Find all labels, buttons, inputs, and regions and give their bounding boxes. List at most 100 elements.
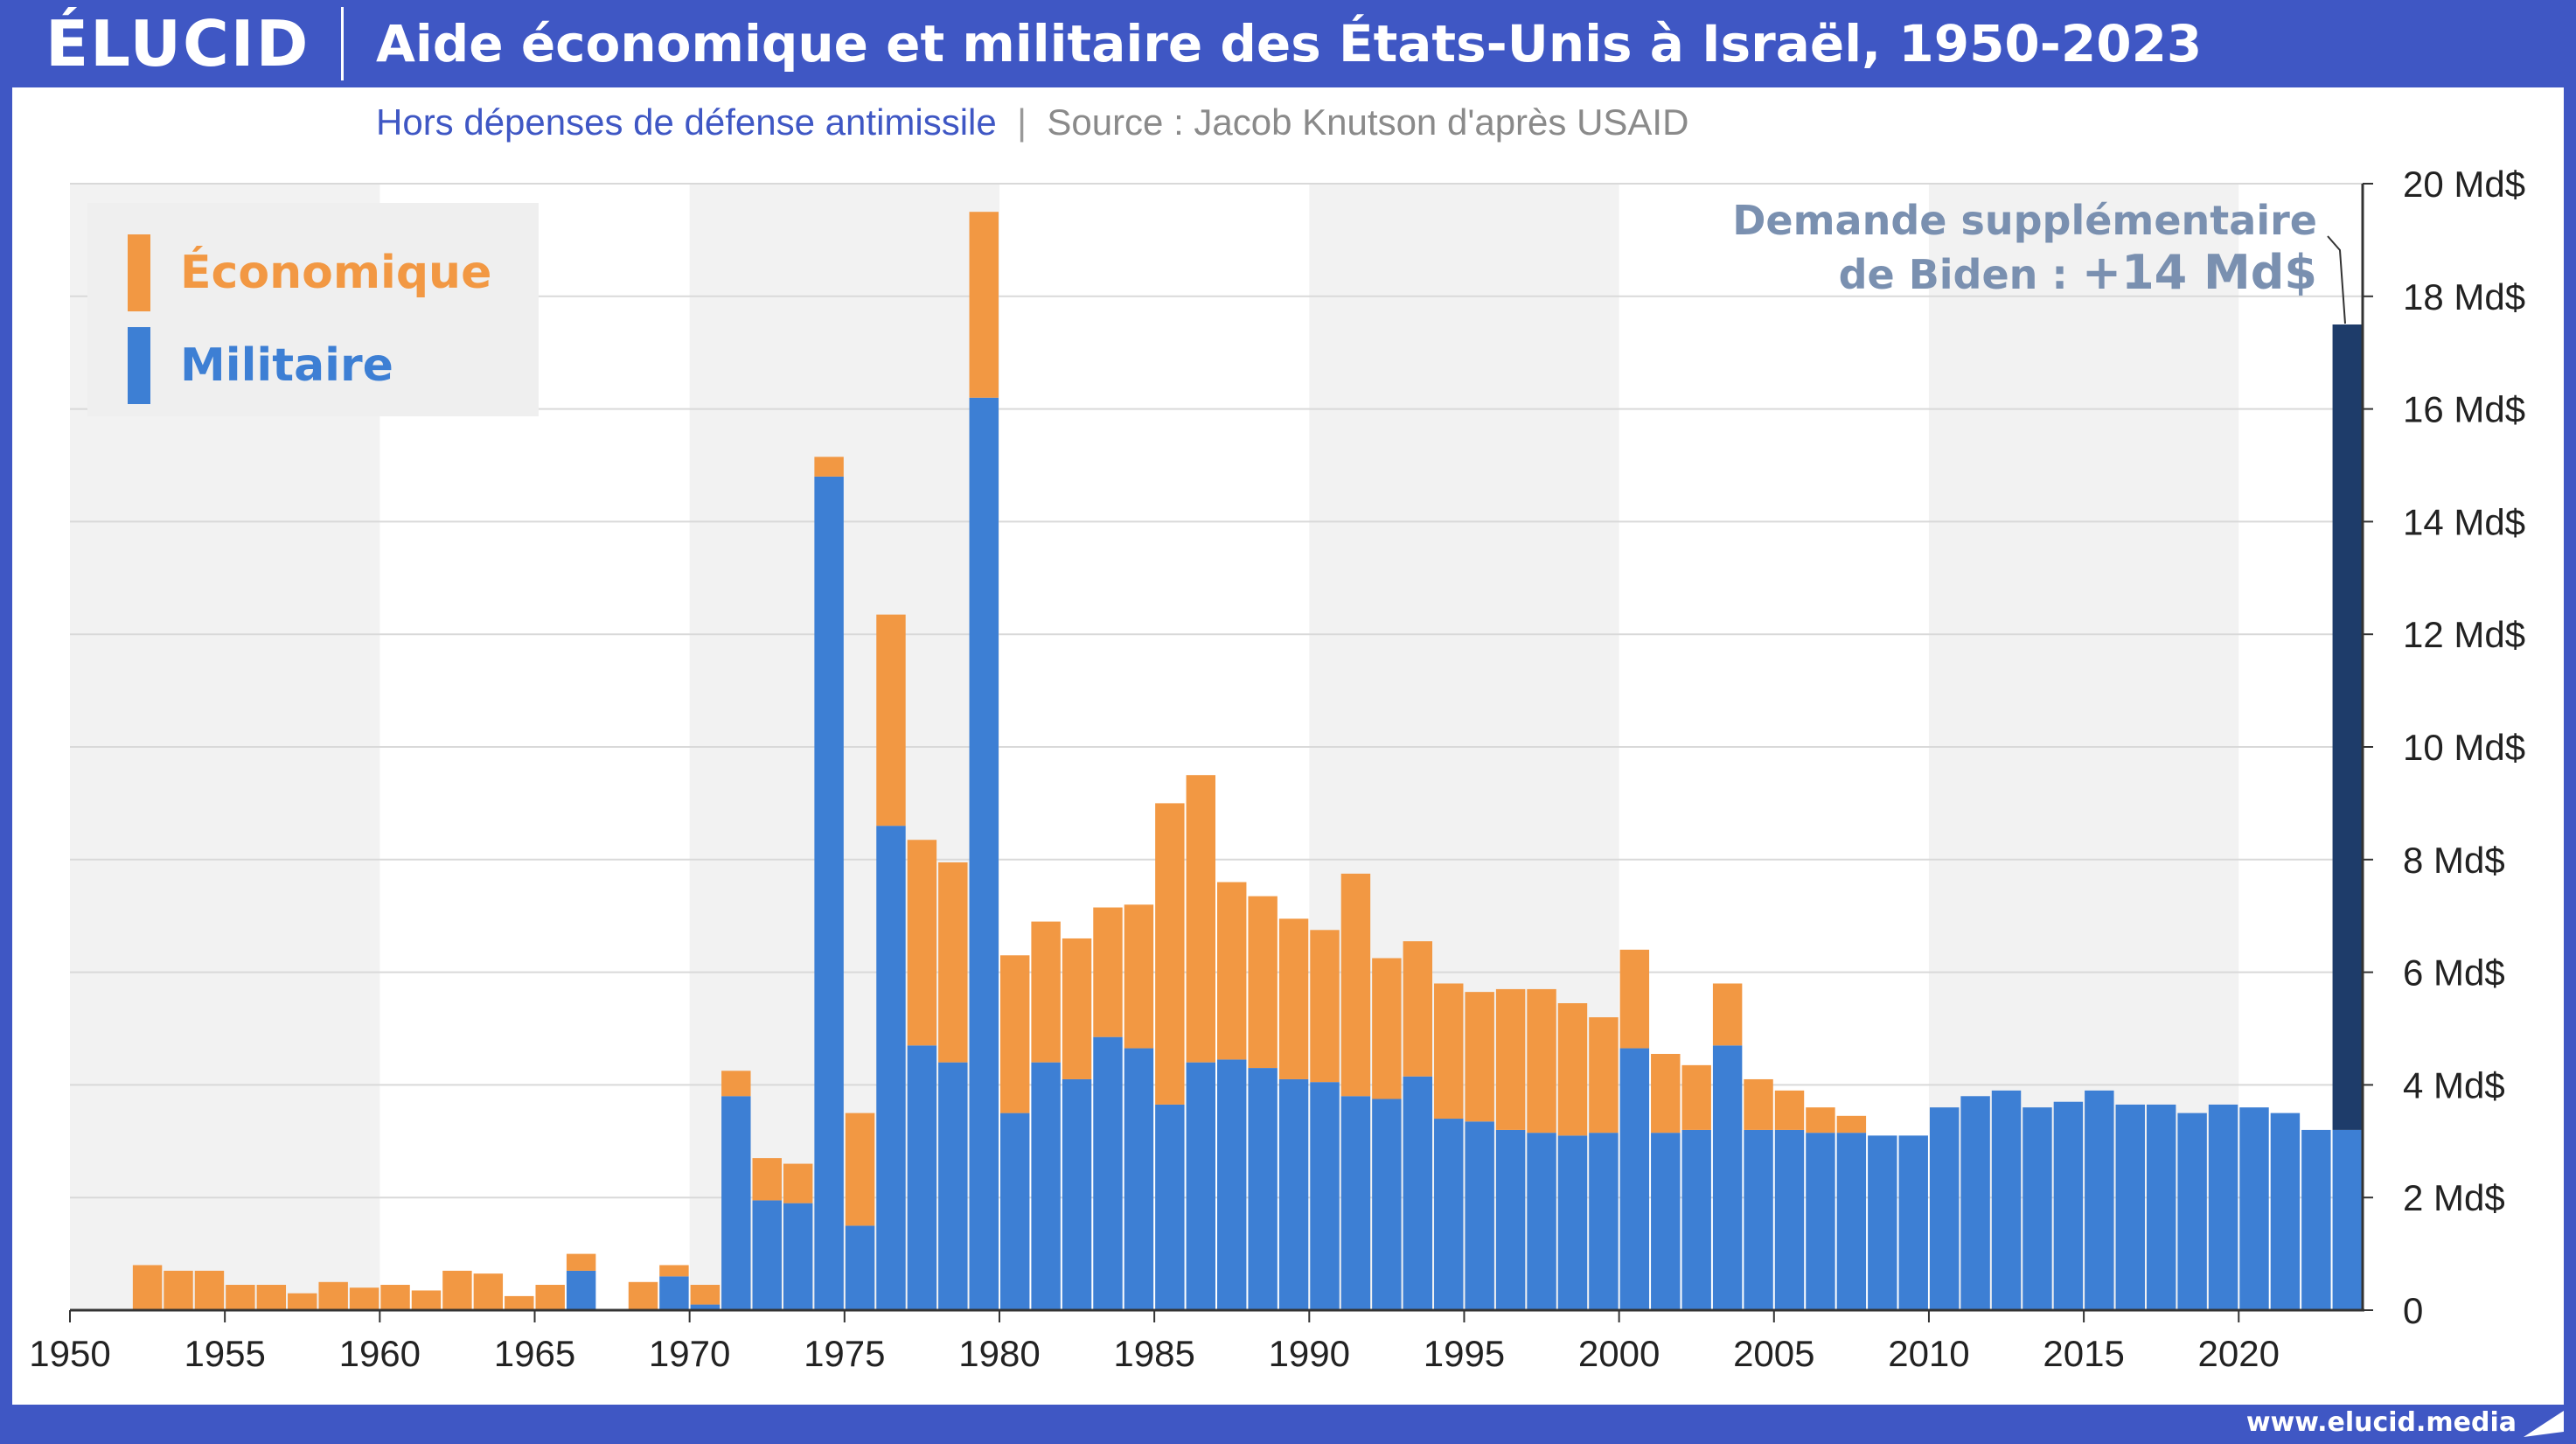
bar-military: [1310, 1082, 1340, 1310]
x-tick-label: 2015: [2043, 1333, 2124, 1374]
bar-military: [1929, 1107, 1960, 1310]
legend: Économique Militaire: [87, 203, 539, 416]
logo-divider: [341, 7, 344, 80]
bar-economic: [1062, 938, 1092, 1079]
bar-military: [1495, 1129, 1526, 1310]
bar-economic: [164, 1270, 193, 1310]
subtitle-separator: |: [1017, 101, 1027, 143]
bar-military: [1991, 1090, 2022, 1310]
bar-economic: [1774, 1090, 1805, 1130]
bar-military: [1403, 1076, 1433, 1310]
bar-economic: [1278, 918, 1309, 1079]
annotation-value: +14 Md$: [2082, 245, 2317, 300]
y-tick-label: 16 Md$: [2403, 389, 2525, 430]
y-tick-label: 8 Md$: [2403, 840, 2505, 881]
bar-military: [1278, 1078, 1309, 1310]
bar-military: [2085, 1090, 2114, 1310]
bar-military: [1868, 1135, 1897, 1310]
bar-economic: [1186, 775, 1215, 1063]
bar-economic: [349, 1287, 379, 1310]
legend-swatch: [128, 327, 150, 404]
brand-logo[interactable]: ÉLUCID: [45, 7, 310, 80]
bar-military: [690, 1304, 721, 1310]
bar-military: [1031, 1062, 1061, 1310]
bar-economic: [1403, 941, 1433, 1077]
y-tick-label: 2 Md$: [2403, 1177, 2505, 1218]
bar-economic: [226, 1285, 255, 1310]
bar-economic: [473, 1273, 504, 1310]
bar-military: [2239, 1107, 2269, 1310]
bar-military: [566, 1270, 596, 1310]
bar-biden-request: [2332, 324, 2362, 1130]
bar-economic: [783, 1163, 813, 1203]
bar-economic: [566, 1253, 596, 1271]
bar-economic: [535, 1285, 565, 1310]
bar-military: [1093, 1036, 1123, 1310]
bar-economic: [256, 1285, 287, 1310]
bar-economic: [690, 1285, 721, 1305]
bar-military: [999, 1113, 1030, 1310]
bar-military: [1186, 1062, 1215, 1310]
legend-swatch: [128, 234, 150, 311]
x-tick-label: 1995: [1424, 1333, 1505, 1374]
annotation-line-1: Demande supplémentaire: [1732, 197, 2317, 244]
bar-economic: [721, 1071, 751, 1097]
bars: [132, 212, 2362, 1311]
bar-military: [1836, 1133, 1867, 1310]
bar-economic: [1155, 803, 1185, 1105]
bar-economic: [1651, 1053, 1681, 1134]
bar-military: [1217, 1059, 1247, 1310]
footer-url[interactable]: www.elucid.media: [2245, 1407, 2517, 1438]
bar-economic: [999, 955, 1030, 1113]
y-tick-label: 6 Md$: [2403, 952, 2505, 994]
bar-economic: [1806, 1107, 1835, 1134]
y-tick-label: 20 Md$: [2403, 164, 2525, 205]
bar-military: [1681, 1129, 1711, 1310]
bar-economic: [1310, 930, 1340, 1083]
bar-economic: [969, 212, 999, 398]
bar-military: [1806, 1133, 1835, 1310]
bar-economic: [1124, 904, 1154, 1049]
bar-military: [1372, 1099, 1402, 1310]
y-tick-label: 12 Md$: [2403, 614, 2525, 655]
x-tick-label: 1980: [958, 1333, 1040, 1374]
bar-military: [2146, 1104, 2176, 1310]
x-tick-label: 1975: [804, 1333, 885, 1374]
bar-military: [1527, 1133, 1556, 1310]
bar-economic: [442, 1270, 472, 1310]
legend-box: [87, 203, 539, 416]
x-tick-label: 1990: [1269, 1333, 1350, 1374]
bar-economic: [1836, 1115, 1867, 1134]
bar-military: [1619, 1048, 1650, 1310]
subtitle: Hors dépenses de défense antimissile: [376, 101, 997, 143]
bar-military: [845, 1225, 875, 1310]
y-tick-label: 18 Md$: [2403, 276, 2525, 317]
bar-economic: [628, 1281, 658, 1310]
bar-economic: [1217, 882, 1247, 1060]
bar-military: [1434, 1119, 1464, 1310]
bar-military: [1124, 1048, 1154, 1310]
brand-mark-icon: [2524, 1411, 2564, 1437]
bar-economic: [1712, 983, 1743, 1046]
bar-military: [1898, 1135, 1928, 1310]
bar-economic: [938, 862, 968, 1063]
bar-economic: [1093, 907, 1123, 1037]
bar-military: [1062, 1078, 1092, 1310]
x-tick-label: 2000: [1578, 1333, 1660, 1374]
y-tick-label: 14 Md$: [2403, 501, 2525, 542]
bar-military: [2332, 1129, 2362, 1310]
bar-military: [659, 1276, 689, 1310]
bar-economic: [1619, 949, 1650, 1049]
bar-economic: [1495, 988, 1526, 1130]
legend-label: Économique: [180, 246, 491, 299]
page-title: Aide économique et militaire des États-U…: [376, 14, 2203, 73]
x-tick-label: 1970: [649, 1333, 730, 1374]
bar-economic: [1372, 958, 1402, 1099]
bar-military: [969, 397, 999, 1311]
x-tick-label: 1960: [339, 1333, 421, 1374]
bar-military: [1155, 1104, 1185, 1310]
bar-economic: [1031, 921, 1061, 1063]
